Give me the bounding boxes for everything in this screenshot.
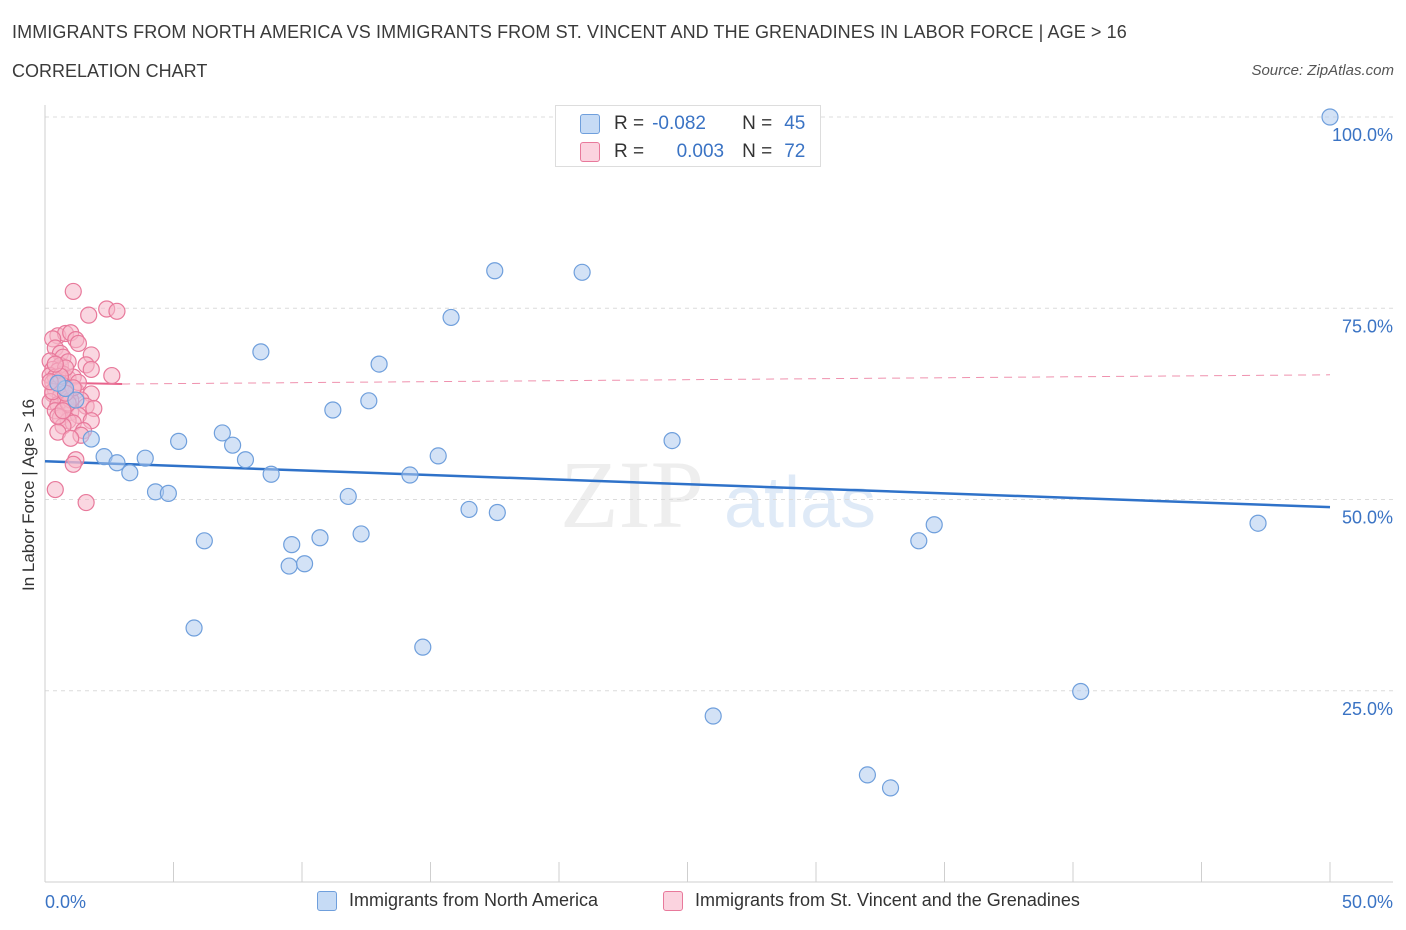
x-tick-label: 50.0% <box>1342 892 1393 912</box>
legend-label-st-vincent: Immigrants from St. Vincent and the Gren… <box>695 890 1080 910</box>
point-north-america <box>283 536 301 554</box>
grid <box>45 116 1393 692</box>
source-label: Source: ZipAtlas.com <box>1251 62 1394 79</box>
point-st-vincent <box>103 366 121 385</box>
stats-n-label: N = <box>742 141 773 162</box>
point-st-vincent <box>46 355 64 373</box>
stats-r-label: R = <box>614 113 645 134</box>
stats-swatch-north-america <box>580 114 600 134</box>
watermark-atlas: atlas <box>724 463 876 543</box>
stats-n-label: N = <box>742 113 773 134</box>
stats-r-value: 0.003 <box>676 141 725 162</box>
stats-row-north-america: R = -0.082 N = 45 <box>580 112 805 136</box>
stats-r-label: R = <box>614 141 645 162</box>
point-north-america <box>195 532 213 550</box>
point-north-america <box>339 487 357 506</box>
point-north-america <box>136 449 154 467</box>
point-north-america <box>460 500 478 519</box>
tick-labels: 25.0% 50.0% 75.0% 100.0% 0.0% 50.0% <box>45 125 1393 912</box>
point-north-america <box>858 766 877 784</box>
point-north-america <box>429 447 447 465</box>
bottom-legend: Immigrants from North America Immigrants… <box>0 890 1406 916</box>
point-north-america <box>236 451 255 469</box>
stats-legend: R = -0.082 N = 45 R = 0.003 N = 72 <box>555 105 821 167</box>
legend-item-st-vincent[interactable]: Immigrants from St. Vincent and the Gren… <box>663 890 1080 911</box>
legend-swatch-st-vincent <box>663 890 683 911</box>
point-st-vincent <box>54 402 72 420</box>
point-north-america <box>352 525 370 543</box>
y-tick-label: 75.0% <box>1342 316 1393 336</box>
point-north-america <box>442 308 460 327</box>
point-north-america <box>262 465 280 483</box>
point-st-vincent <box>64 455 82 473</box>
point-north-america <box>324 401 342 419</box>
point-north-america <box>311 529 329 547</box>
point-st-vincent <box>77 493 95 512</box>
point-north-america <box>1321 108 1339 126</box>
point-st-vincent <box>69 334 88 353</box>
point-north-america <box>224 436 242 454</box>
chart-subtitle: CORRELATION CHART <box>12 61 208 81</box>
x-tick-label: 0.0% <box>45 892 86 912</box>
point-north-america <box>121 464 139 482</box>
point-north-america <box>663 431 681 450</box>
point-north-america <box>170 432 188 450</box>
y-tick-label: 50.0% <box>1342 508 1393 528</box>
chart-title: IMMIGRANTS FROM NORTH AMERICA VS IMMIGRA… <box>12 22 1127 42</box>
point-north-america <box>486 262 504 280</box>
point-st-vincent <box>64 282 82 301</box>
trend-line-north-america <box>44 460 1331 509</box>
point-st-vincent <box>82 360 100 379</box>
point-north-america <box>295 555 314 573</box>
stats-r-value: -0.082 <box>652 113 706 134</box>
point-north-america <box>881 779 900 797</box>
points <box>41 108 1339 797</box>
stats-swatch-st-vincent <box>580 142 600 162</box>
point-north-america <box>82 430 100 448</box>
watermark: ZIP atlas <box>560 441 876 548</box>
y-tick-label: 25.0% <box>1342 699 1393 719</box>
point-north-america <box>67 391 85 409</box>
point-north-america <box>1249 514 1267 532</box>
point-north-america <box>252 343 270 361</box>
trend-line-st-vincent-extended <box>122 374 1331 385</box>
point-north-america <box>488 503 506 522</box>
stats-row-st-vincent: R = 0.003 N = 72 <box>580 140 805 164</box>
watermark-zip: ZIP <box>560 441 704 548</box>
axes <box>44 105 1393 883</box>
point-north-america <box>1072 682 1090 701</box>
point-north-america <box>213 424 231 442</box>
point-north-america <box>108 454 126 472</box>
point-north-america <box>185 619 203 637</box>
point-st-vincent <box>80 306 98 324</box>
point-st-vincent <box>62 429 80 447</box>
y-tick-label: 100.0% <box>1332 125 1393 145</box>
point-north-america <box>925 516 943 534</box>
point-north-america <box>360 392 378 410</box>
point-north-america <box>401 466 419 484</box>
point-north-america <box>280 557 298 575</box>
legend-swatch-north-america <box>317 890 337 911</box>
point-north-america <box>573 263 591 281</box>
stats-n-value: 45 <box>784 113 806 134</box>
legend-label-north-america: Immigrants from North America <box>349 890 599 910</box>
point-st-vincent <box>46 480 64 499</box>
point-north-america <box>414 638 432 656</box>
point-north-america <box>910 532 928 550</box>
point-north-america <box>159 484 177 502</box>
stats-n-value: 72 <box>784 141 806 162</box>
point-north-america <box>704 707 722 725</box>
legend-item-north-america[interactable]: Immigrants from North America <box>317 890 598 911</box>
point-st-vincent <box>108 302 126 320</box>
point-north-america <box>49 374 67 392</box>
point-north-america <box>370 355 388 373</box>
